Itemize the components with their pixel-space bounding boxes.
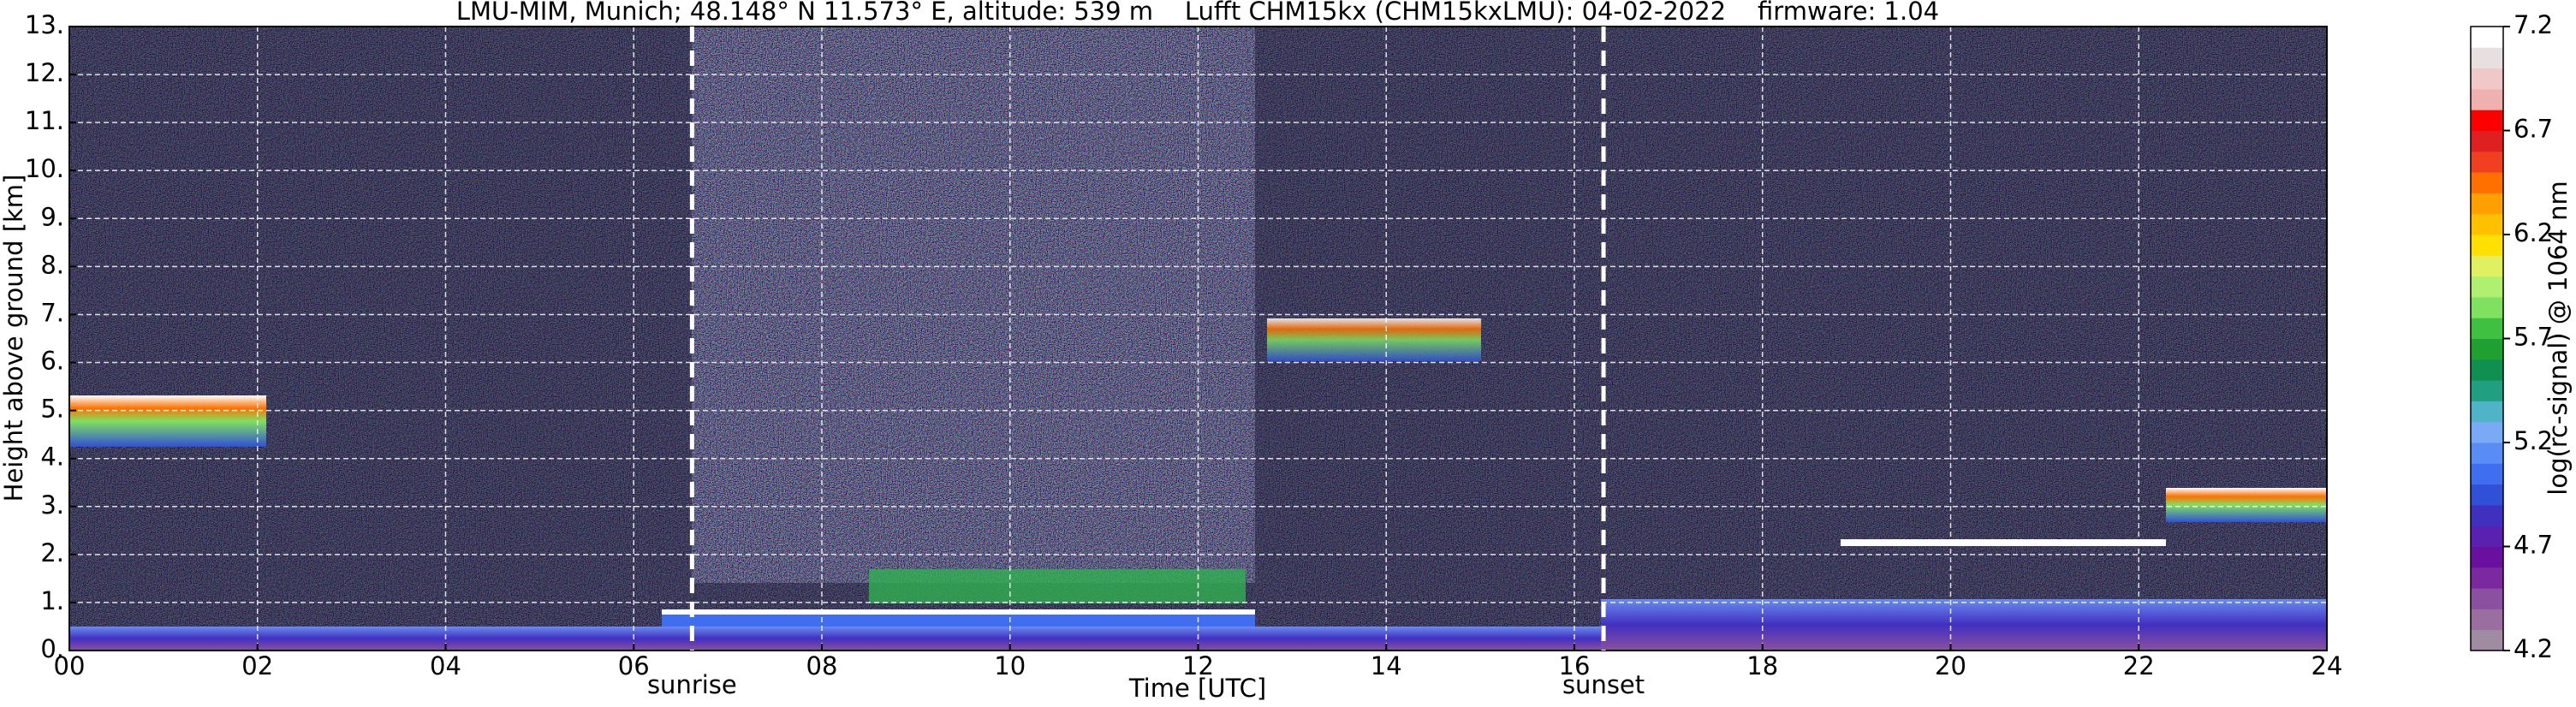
colorbar-segment bbox=[2471, 567, 2503, 589]
x-tick-label: 00 bbox=[54, 651, 86, 680]
colorbar-segment bbox=[2471, 526, 2503, 547]
x-tick-label: 24 bbox=[2311, 651, 2343, 680]
y-tick-label: 6. bbox=[40, 347, 64, 376]
y-tick-label: 7. bbox=[40, 298, 64, 327]
colorbar-tick-label: 5.7 bbox=[2514, 323, 2553, 352]
y-tick-label: 12. bbox=[25, 58, 64, 87]
y-tick-label: 8. bbox=[40, 250, 64, 279]
x-tick-label: 20 bbox=[1935, 651, 1966, 680]
annotation-label: sunrise bbox=[647, 670, 737, 699]
y-tick-label: 3. bbox=[40, 490, 64, 520]
colorbar-segment bbox=[2471, 609, 2503, 631]
colorbar-tick-label: 6.7 bbox=[2514, 115, 2553, 144]
colorbar-segment bbox=[2471, 88, 2503, 110]
colorbar-segment bbox=[2471, 484, 2503, 506]
colorbar-segment bbox=[2471, 68, 2503, 90]
colorbar-segment bbox=[2471, 443, 2503, 464]
x-tick-label: 18 bbox=[1746, 651, 1778, 680]
y-tick-label: 5. bbox=[40, 395, 64, 424]
colorbar-segment bbox=[2471, 463, 2503, 485]
y-tick-label: 9. bbox=[40, 202, 64, 231]
colorbar-segment bbox=[2471, 47, 2503, 69]
x-tick-label: 04 bbox=[430, 651, 461, 680]
y-tick-label: 10. bbox=[25, 154, 64, 183]
colorbar-segment bbox=[2471, 255, 2503, 277]
colorbar-segment bbox=[2471, 151, 2503, 173]
colorbar-tick-label: 7.2 bbox=[2514, 10, 2553, 39]
colorbar-tick-label: 4.2 bbox=[2514, 634, 2553, 663]
x-tick-label: 08 bbox=[806, 651, 838, 680]
x-tick-label: 22 bbox=[2123, 651, 2155, 680]
colorbar-segment bbox=[2471, 546, 2503, 568]
colorbar-segment bbox=[2471, 421, 2503, 443]
chart-title: LMU-MIM, Munich; 48.148° N 11.573° E, al… bbox=[456, 0, 1939, 26]
annotation-label: sunset bbox=[1562, 670, 1645, 699]
x-axis-label: Time [UTC] bbox=[1128, 674, 1266, 703]
colorbar-segment bbox=[2471, 338, 2503, 360]
x-tick-label: 02 bbox=[241, 651, 273, 680]
colorbar-segment bbox=[2471, 401, 2503, 423]
colorbar-segment bbox=[2471, 235, 2503, 256]
y-tick-label: 4. bbox=[40, 443, 64, 472]
colorbar-tick-label: 6.2 bbox=[2514, 218, 2553, 247]
x-tick-label: 06 bbox=[618, 651, 650, 680]
colorbar-segment bbox=[2471, 380, 2503, 401]
x-tick-label: 16 bbox=[1559, 651, 1591, 680]
y-tick-label: 2. bbox=[40, 538, 64, 567]
colorbar-segment bbox=[2471, 110, 2503, 131]
colorbar-segment bbox=[2471, 359, 2503, 381]
colorbar-segment bbox=[2471, 588, 2503, 609]
colorbar-label: log(rc-signal) @ 1064 nm bbox=[2543, 181, 2573, 495]
colorbar-segment bbox=[2471, 213, 2503, 235]
x-tick-label: 14 bbox=[1371, 651, 1402, 680]
colorbar-segment bbox=[2471, 27, 2503, 48]
y-tick-label: 13. bbox=[25, 10, 64, 39]
colorbar-segment bbox=[2471, 276, 2503, 298]
colorbar-segment bbox=[2471, 172, 2503, 193]
y-axis-label: Height above ground [km] bbox=[0, 175, 28, 502]
x-tick-label: 12 bbox=[1182, 651, 1214, 680]
colorbar-segment bbox=[2471, 296, 2503, 318]
colorbar-segment bbox=[2471, 629, 2503, 651]
colorbar-tick-label: 4.7 bbox=[2514, 531, 2553, 560]
x-tick-label: 10 bbox=[994, 651, 1026, 680]
colorbar-segment bbox=[2471, 504, 2503, 526]
colorbar-segment bbox=[2471, 130, 2503, 152]
y-tick-label: 1. bbox=[40, 586, 64, 615]
colorbar-tick-label: 5.2 bbox=[2514, 426, 2553, 455]
y-tick-label: 11. bbox=[25, 106, 64, 135]
y-tick-label: 0. bbox=[40, 634, 64, 663]
colorbar-segment bbox=[2471, 193, 2503, 215]
colorbar-segment bbox=[2471, 318, 2503, 339]
